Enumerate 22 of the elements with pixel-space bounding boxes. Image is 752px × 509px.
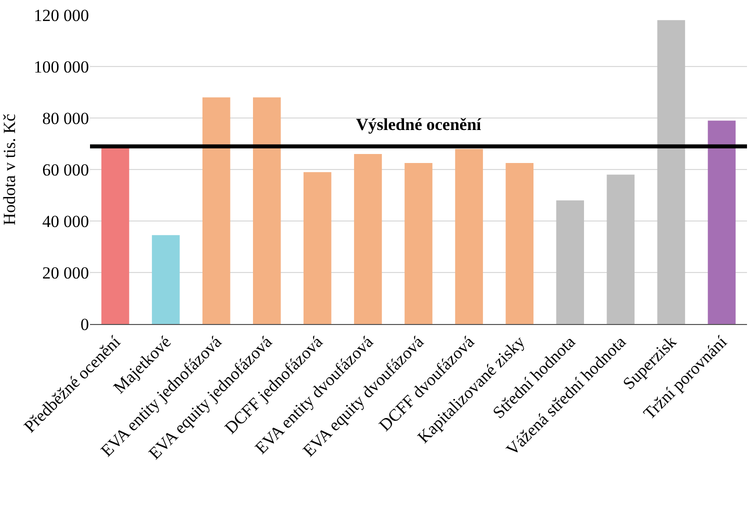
y-tick-label: 0	[80, 314, 89, 334]
y-tick-label: 100 000	[34, 57, 89, 76]
bar	[354, 154, 382, 324]
bar	[404, 163, 432, 324]
bar	[152, 235, 180, 324]
bar	[304, 172, 332, 324]
bar	[556, 200, 584, 324]
y-tick-label: 60 000	[42, 160, 89, 180]
y-tick-label: 120 000	[34, 6, 89, 25]
y-tick-label: 40 000	[42, 212, 89, 231]
y-tick-label: 20 000	[42, 263, 89, 282]
y-axis-title: Hodota v tis. Kč	[0, 113, 19, 226]
bar	[657, 20, 686, 324]
bar	[606, 174, 635, 324]
bar	[708, 120, 736, 324]
y-tick-label: 80 000	[42, 108, 89, 128]
bar	[101, 148, 130, 324]
bar	[455, 148, 483, 324]
bar	[506, 163, 534, 324]
bar	[202, 97, 230, 324]
ref-line-label: Výsledné ocenění	[356, 115, 482, 134]
bar	[252, 97, 281, 324]
